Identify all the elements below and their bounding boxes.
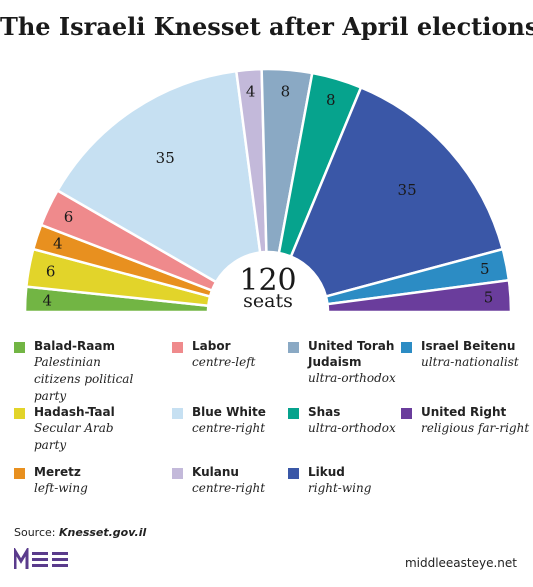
legend-party-description: left-wing [34,481,88,495]
legend-label: Kulanu centre-right [192,464,302,497]
segment-label-balad-raam: 4 [43,291,53,309]
segment-label-hadash-taal: 6 [46,263,56,281]
legend-party-name: Blue White [192,405,266,419]
legend-label: Blue White centre-right [192,404,302,437]
legend-party-description: right-wing [308,481,372,495]
legend-party-description: centre-left [192,355,256,369]
legend-party-name: Balad-Raam [34,339,115,353]
legend-label: United Torah Judaism ultra-orthodox [308,338,418,387]
segment-label-shas: 8 [326,91,336,109]
source-note: Source: Knesset.gov.il [14,526,146,539]
legend-party-name: United Right [421,405,507,419]
segment-label-united-right: 5 [484,289,494,307]
segment-label-labor: 6 [64,208,74,226]
legend-swatch [14,468,25,479]
source-value: Knesset.gov.il [59,526,147,539]
legend-label: Hadash-Taal Secular Arab party [34,404,144,454]
legend-party-name: Kulanu [192,465,239,479]
legend: Balad-Raam Palestinian citizens political… [0,338,533,518]
legend-label: Shas ultra-orthodox [308,404,418,437]
legend-swatch [14,342,25,353]
segment-united-right [326,278,513,314]
legend-party-description: centre-right [192,481,266,495]
legend-label: Likud right-wing [308,464,418,497]
legend-party-description: Palestinian citizens political party [34,355,134,403]
mee-logo-icon [14,548,68,569]
segment-label-kulanu: 4 [246,83,256,101]
legend-party-name: Hadash-Taal [34,405,115,419]
segments-group [23,67,513,314]
chart-title: The Israeli Knesset after April election… [0,12,533,41]
legend-label: United Right religious far-right [421,404,531,437]
legend-party-name: Labor [192,339,231,353]
segment-label-meretz: 4 [53,235,63,253]
legend-label: Meretz left-wing [34,464,144,497]
legend-label: Balad-Raam Palestinian citizens political… [34,338,144,405]
legend-swatch [401,408,412,419]
legend-swatch [288,468,299,479]
legend-party-description: Secular Arab party [34,421,114,452]
legend-party-description: ultra-nationalist [421,355,519,369]
legend-party-name: Israel Beitenu [421,339,516,353]
segment-blue-white [55,69,262,284]
legend-party-description: religious far-right [421,421,530,435]
legend-swatch [401,342,412,353]
segment-label-united-torah-judaism: 8 [281,83,291,101]
site-url: middleeasteye.net [404,556,517,570]
legend-swatch [172,342,183,353]
segment-likud [289,85,505,299]
legend-label: Labor centre-left [192,338,302,371]
legend-party-name: Likud [308,465,345,479]
center-seat-count: 120 [239,263,296,298]
legend-party-name: Shas [308,405,341,419]
legend-swatch [288,342,299,353]
legend-party-name: United Torah Judaism [308,339,395,369]
legend-party-description: ultra-orthodox [308,421,396,435]
center-seat-label: seats [243,290,293,312]
segment-label-israel-beitenu: 5 [480,260,490,278]
legend-party-description: centre-right [192,421,266,435]
legend-label: Israel Beitenu ultra-nationalist [421,338,531,371]
source-label: Source: [14,526,56,539]
legend-swatch [172,408,183,419]
legend-swatch [288,408,299,419]
legend-party-description: ultra-orthodox [308,371,396,385]
legend-swatch [14,408,25,419]
segment-label-likud: 35 [398,181,417,199]
segment-label-blue-white: 35 [156,149,175,167]
legend-swatch [172,468,183,479]
legend-party-name: Meretz [34,465,81,479]
